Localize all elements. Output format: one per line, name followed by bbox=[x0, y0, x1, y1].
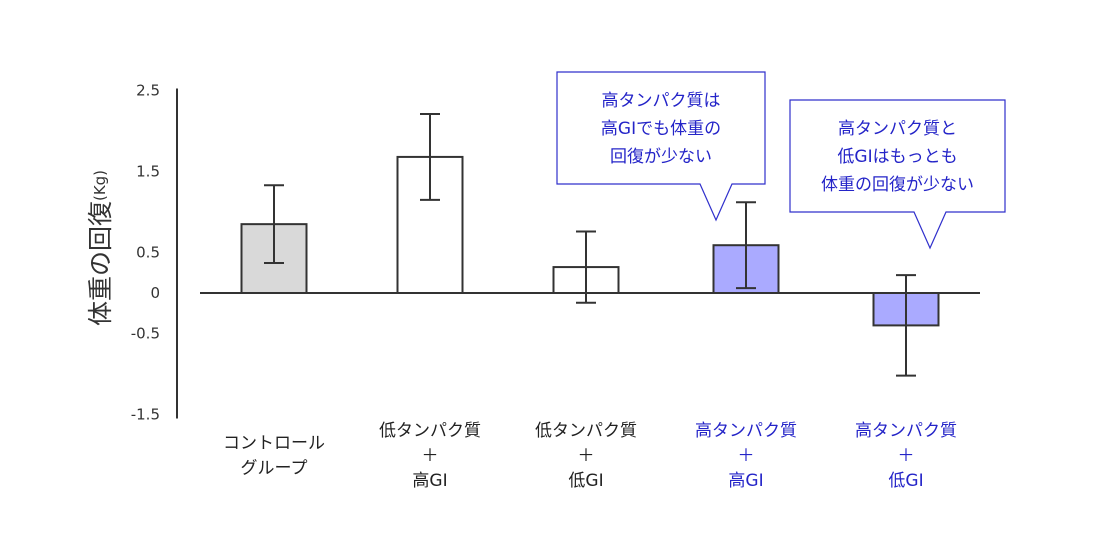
category-label-line: 低タンパク質 bbox=[535, 421, 637, 441]
category-label-line: 高GI bbox=[412, 471, 447, 491]
category-label-line: 低タンパク質 bbox=[379, 421, 481, 441]
category-label-2: 低タンパク質 ＋ 低GI bbox=[535, 421, 637, 491]
error-bar-2 bbox=[576, 230, 596, 304]
y-axis-label: 体重の回復(Kg) bbox=[86, 170, 115, 326]
category-label-line: コントロール bbox=[223, 434, 325, 454]
category-label-line: ＋ bbox=[898, 446, 915, 466]
category-label-line: 高タンパク質 bbox=[855, 421, 957, 441]
y-tick-label: -0.5 bbox=[131, 325, 160, 343]
y-axis-label-unit: (Kg) bbox=[91, 170, 109, 201]
error-bars bbox=[264, 112, 916, 377]
callout-box bbox=[789, 99, 1006, 250]
y-tick-label: 0 bbox=[150, 284, 160, 302]
category-label-line: ＋ bbox=[738, 446, 755, 466]
category-label-line: 低GI bbox=[888, 471, 923, 491]
y-axis-label-main: 体重の回復 bbox=[86, 201, 115, 326]
error-bar-1 bbox=[420, 112, 440, 201]
y-tick-label: 2.5 bbox=[136, 82, 160, 100]
category-label-line: ＋ bbox=[578, 446, 595, 466]
callout-box bbox=[556, 71, 766, 222]
category-label-4: 高タンパク質 ＋ 低GI bbox=[855, 421, 957, 491]
callout-text-line: 高GIでも体重の bbox=[601, 119, 721, 139]
x-category-labels: コントロールグループ 低タンパク質 ＋ 高GI 低タンパク質 ＋ 低GI 高タンパク質 ＋ 高GI… bbox=[223, 421, 957, 491]
callout-text-line: 回復が少ない bbox=[610, 147, 712, 167]
category-label-0: コントロールグループ bbox=[223, 434, 325, 479]
error-bar-4 bbox=[896, 274, 916, 377]
y-tick-label: 1.5 bbox=[136, 163, 160, 181]
category-label-line: グループ bbox=[241, 459, 308, 479]
callout-text-line: 体重の回復が少ない bbox=[821, 175, 974, 195]
callout-text-line: 高タンパク質は bbox=[602, 91, 721, 111]
category-label-line: 低GI bbox=[568, 471, 603, 491]
callout-text-line: 低GIはもっとも bbox=[837, 147, 957, 167]
annotation-callouts: 高タンパク質は高GIでも体重の回復が少ない高タンパク質と低GIはもっとも体重の回… bbox=[556, 71, 1006, 250]
error-bar-0 bbox=[264, 184, 284, 265]
error-bar-3 bbox=[736, 201, 756, 290]
y-tick-labels: 2.5 1.5 0.5 0 -0.5 -1.5 bbox=[131, 82, 160, 424]
category-label-line: 高GI bbox=[728, 471, 763, 491]
y-tick-label: -1.5 bbox=[131, 406, 160, 424]
category-label-line: 高タンパク質 bbox=[695, 421, 797, 441]
callout-text-line: 高タンパク質と bbox=[838, 119, 957, 139]
category-label-3: 高タンパク質 ＋ 高GI bbox=[695, 421, 797, 491]
y-tick-label: 0.5 bbox=[136, 244, 160, 262]
category-label-1: 低タンパク質 ＋ 高GI bbox=[379, 421, 481, 491]
category-label-line: ＋ bbox=[422, 446, 439, 466]
